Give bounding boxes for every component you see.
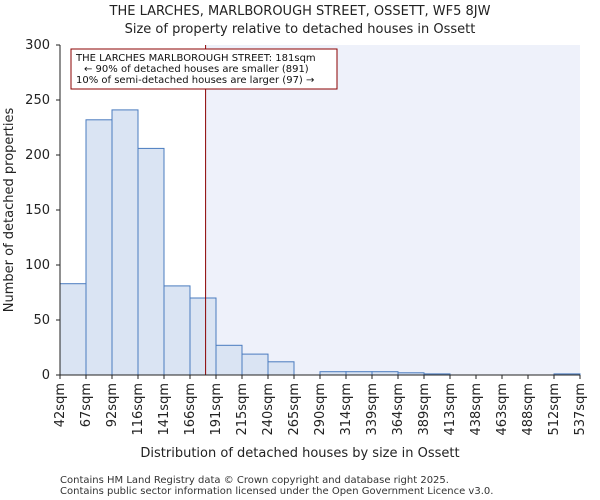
- bars-group: [59, 109, 581, 376]
- x-tick-label-438sqm: 438sqm: [469, 383, 484, 436]
- y-tick-label-0: 0: [42, 368, 50, 383]
- x-tick-label-537sqm: 537sqm: [573, 383, 588, 436]
- x-tick-label-290sqm: 290sqm: [313, 383, 328, 436]
- x-tick-label-413sqm: 413sqm: [443, 383, 458, 436]
- x-tick-label-166sqm: 166sqm: [183, 383, 198, 436]
- x-tick-label-339sqm: 339sqm: [365, 383, 380, 436]
- x-ticks-group: 42sqm 67sqm 92sqm 116sqm 141sqm 166sqm 191sqm 2…: [53, 375, 588, 436]
- x-tick-label-265sqm: 265sqm: [287, 383, 302, 436]
- y-tick-label-50: 50: [33, 313, 50, 328]
- chart-subtitle: Size of property relative to detached ho…: [125, 22, 476, 37]
- x-tick-label-67sqm: 67sqm: [79, 383, 94, 427]
- x-tick-label-215sqm: 215sqm: [235, 383, 250, 436]
- bar-141sqm: [163, 285, 191, 376]
- y-tick-label-150: 150: [25, 203, 50, 218]
- footer-line-1: Contains HM Land Registry data © Crown c…: [60, 475, 449, 486]
- x-tick-label-488sqm: 488sqm: [521, 383, 536, 436]
- footer-line-2: Contains public sector information licen…: [60, 486, 493, 497]
- y-ticks-group: 0 50 100 150 200 250 300: [25, 38, 60, 383]
- annotation-line-3: 10% of semi-detached houses are larger (…: [76, 75, 314, 86]
- y-axis-title: Number of detached properties: [2, 108, 17, 313]
- x-tick-label-42sqm: 42sqm: [53, 383, 68, 427]
- bar-42sqm: [59, 283, 87, 376]
- bar-67sqm: [85, 119, 113, 376]
- larger-houses-region: [205, 45, 580, 375]
- x-tick-label-364sqm: 364sqm: [391, 383, 406, 436]
- x-tick-label-463sqm: 463sqm: [495, 383, 510, 436]
- x-tick-label-512sqm: 512sqm: [547, 383, 562, 436]
- y-tick-label-100: 100: [25, 258, 50, 273]
- annotation-line-2: ← 90% of detached houses are smaller (89…: [84, 64, 309, 75]
- y-tick-label-300: 300: [25, 38, 50, 53]
- x-tick-label-141sqm: 141sqm: [157, 383, 172, 436]
- x-tick-label-191sqm: 191sqm: [209, 383, 224, 436]
- chart-title: THE LARCHES, MARLBOROUGH STREET, OSSETT,…: [109, 4, 491, 19]
- annotation-border: [70, 48, 338, 90]
- y-tick-label-200: 200: [25, 148, 50, 163]
- x-tick-label-240sqm: 240sqm: [261, 383, 276, 436]
- y-tick-label-250: 250: [25, 93, 50, 108]
- bar-92sqm: [111, 109, 139, 376]
- x-tick-label-389sqm: 389sqm: [417, 383, 432, 436]
- bar-240sqm: [267, 361, 295, 376]
- bar-191sqm: [215, 344, 243, 376]
- x-tick-label-116sqm: 116sqm: [131, 383, 146, 436]
- bar-215sqm: [241, 353, 269, 376]
- x-axis-title: Distribution of detached houses by size …: [140, 446, 459, 461]
- bar-166sqm: [189, 297, 217, 376]
- bar-116sqm: [137, 147, 165, 376]
- x-tick-label-92sqm: 92sqm: [105, 383, 120, 427]
- annotation-line-1: THE LARCHES MARLBOROUGH STREET: 181sqm: [75, 53, 316, 64]
- annotation-box: THE LARCHES MARLBOROUGH STREET: 181sqm ←…: [70, 48, 338, 90]
- x-tick-label-314sqm: 314sqm: [339, 383, 354, 436]
